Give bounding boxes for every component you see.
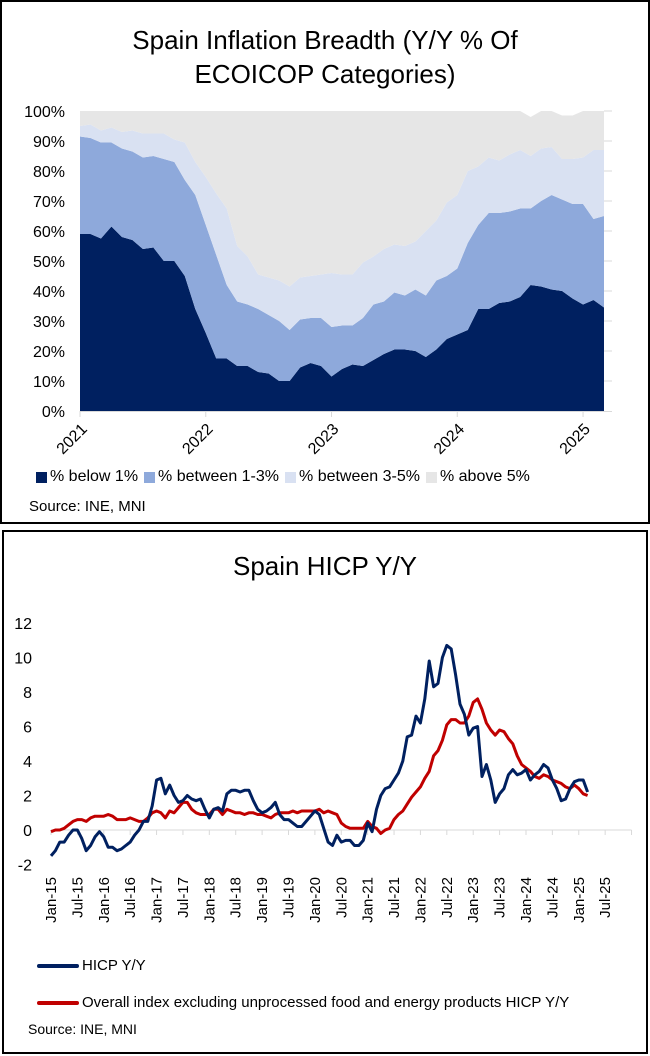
x-tick-label: 2022 [179, 421, 216, 458]
y-tick-label: 4 [23, 754, 32, 771]
y-tick-label: 60% [33, 224, 65, 241]
y-tick-label: 70% [33, 194, 65, 211]
x-tick-label: 2025 [557, 421, 594, 458]
x-tick-label: Jan-17 [149, 877, 166, 923]
legend-label: % below 1% [50, 468, 139, 485]
y-tick-label: 40% [33, 284, 65, 301]
x-tick-label: Jul-25 [597, 877, 614, 918]
y-tick-label: 30% [33, 314, 65, 331]
legend-swatch-3-5 [285, 471, 297, 483]
x-tick-label: 2023 [305, 421, 342, 458]
y-tick-label: 8 [23, 685, 32, 702]
y-tick-label: 0 [23, 823, 32, 840]
y-tick-label: 80% [33, 164, 65, 181]
x-tick-label: Jul-20 [333, 877, 350, 918]
x-tick-label: Jan-15 [43, 877, 60, 923]
legend-label: HICP Y/Y [82, 957, 146, 974]
x-tick-label: Jan-19 [254, 877, 271, 923]
y-tick-label: -2 [18, 858, 32, 875]
chart-title-line-2: ECOICOP Categories) [194, 59, 456, 89]
legend-swatch-below-1 [36, 471, 47, 483]
area-series-2 [80, 136, 604, 381]
legend-line-core [37, 1000, 79, 1005]
area-series-1 [80, 226, 604, 411]
y-tick-label: 50% [33, 254, 65, 271]
x-tick-label: Jul-18 [228, 877, 245, 918]
legend-label: % above 5% [439, 468, 530, 485]
y-tick-label: 10 [14, 651, 32, 668]
y-tick-label: 6 [23, 720, 32, 737]
x-tick-label: 2024 [431, 421, 468, 458]
legend-label: % between 3-5% [299, 468, 420, 485]
x-tick-label: Jul-17 [175, 877, 192, 918]
core-hicp-line [50, 697, 589, 835]
y-tick-label: 20% [33, 344, 65, 361]
x-tick-label: Jul-19 [280, 877, 297, 918]
y-tick-label: 12 [14, 616, 32, 633]
legend-item-core: Overall index excluding unprocessed food… [37, 994, 569, 1011]
source-note: Source: INE, MNI [29, 498, 146, 515]
y-tick-label: 100% [24, 104, 65, 121]
x-tick-label: Jul-15 [69, 877, 86, 918]
area-series-3 [80, 124, 604, 330]
source-note: Source: INE, MNI [28, 1021, 137, 1037]
x-tick-label: Jan-20 [307, 877, 324, 923]
legend-swatch-above-5 [425, 471, 437, 483]
x-tick-label: Jan-23 [465, 877, 482, 923]
legend-swatch-1-3 [144, 471, 156, 483]
x-tick-label: Jul-23 [492, 877, 509, 918]
x-tick-label: Jan-25 [571, 877, 588, 923]
hicp-panel: Spain HICP Y/Y -2 0 2 4 6 8 10 12 Jan-15 Jul-15 Ja… [2, 530, 648, 1054]
hicp-line-chart: -2 0 2 4 6 8 10 12 Jan-15 Jul-15 Jan-16 Jul-16 Jan-1… [14, 616, 633, 923]
x-tick-label: Jan-22 [412, 877, 429, 923]
legend-line-hicp [37, 963, 79, 968]
hicp-line [49, 643, 590, 857]
y-tick-label: 0% [42, 404, 65, 421]
x-tick-label: Jul-16 [122, 877, 139, 918]
breadth-area-chart: 0% 10% 20% 30% 40% 50% 60% 70% 80% 90% 100% 2021 202… [24, 104, 612, 458]
y-tick-label: 10% [33, 374, 65, 391]
x-tick-label: Jul-24 [544, 877, 561, 918]
area-series-4 [80, 111, 604, 287]
y-tick-label: 90% [33, 134, 65, 151]
chart-title-line-1: Spain Inflation Breadth (Y/Y % Of [132, 25, 518, 55]
legend-item-hicp: HICP Y/Y [37, 957, 146, 974]
x-tick-label: Jul-22 [439, 877, 456, 918]
legend-label: Overall index excluding unprocessed food… [82, 994, 570, 1011]
inflation-breadth-panel: Spain Inflation Breadth (Y/Y % Of ECOICO… [0, 0, 650, 524]
x-tick-label: Jan-21 [360, 877, 377, 923]
x-tick-label: Jan-16 [96, 877, 113, 923]
legend: % below 1% % between 1-3% % between 3-5%… [36, 468, 530, 486]
x-tick-label: Jan-24 [518, 877, 535, 923]
x-tick-label: 2021 [54, 421, 91, 458]
x-tick-label: Jan-18 [201, 877, 218, 923]
chart-title: Spain HICP Y/Y [232, 551, 418, 581]
x-tick-label: Jul-21 [386, 877, 403, 918]
legend-label: % between 1-3% [158, 468, 280, 485]
y-tick-label: 2 [23, 789, 32, 806]
